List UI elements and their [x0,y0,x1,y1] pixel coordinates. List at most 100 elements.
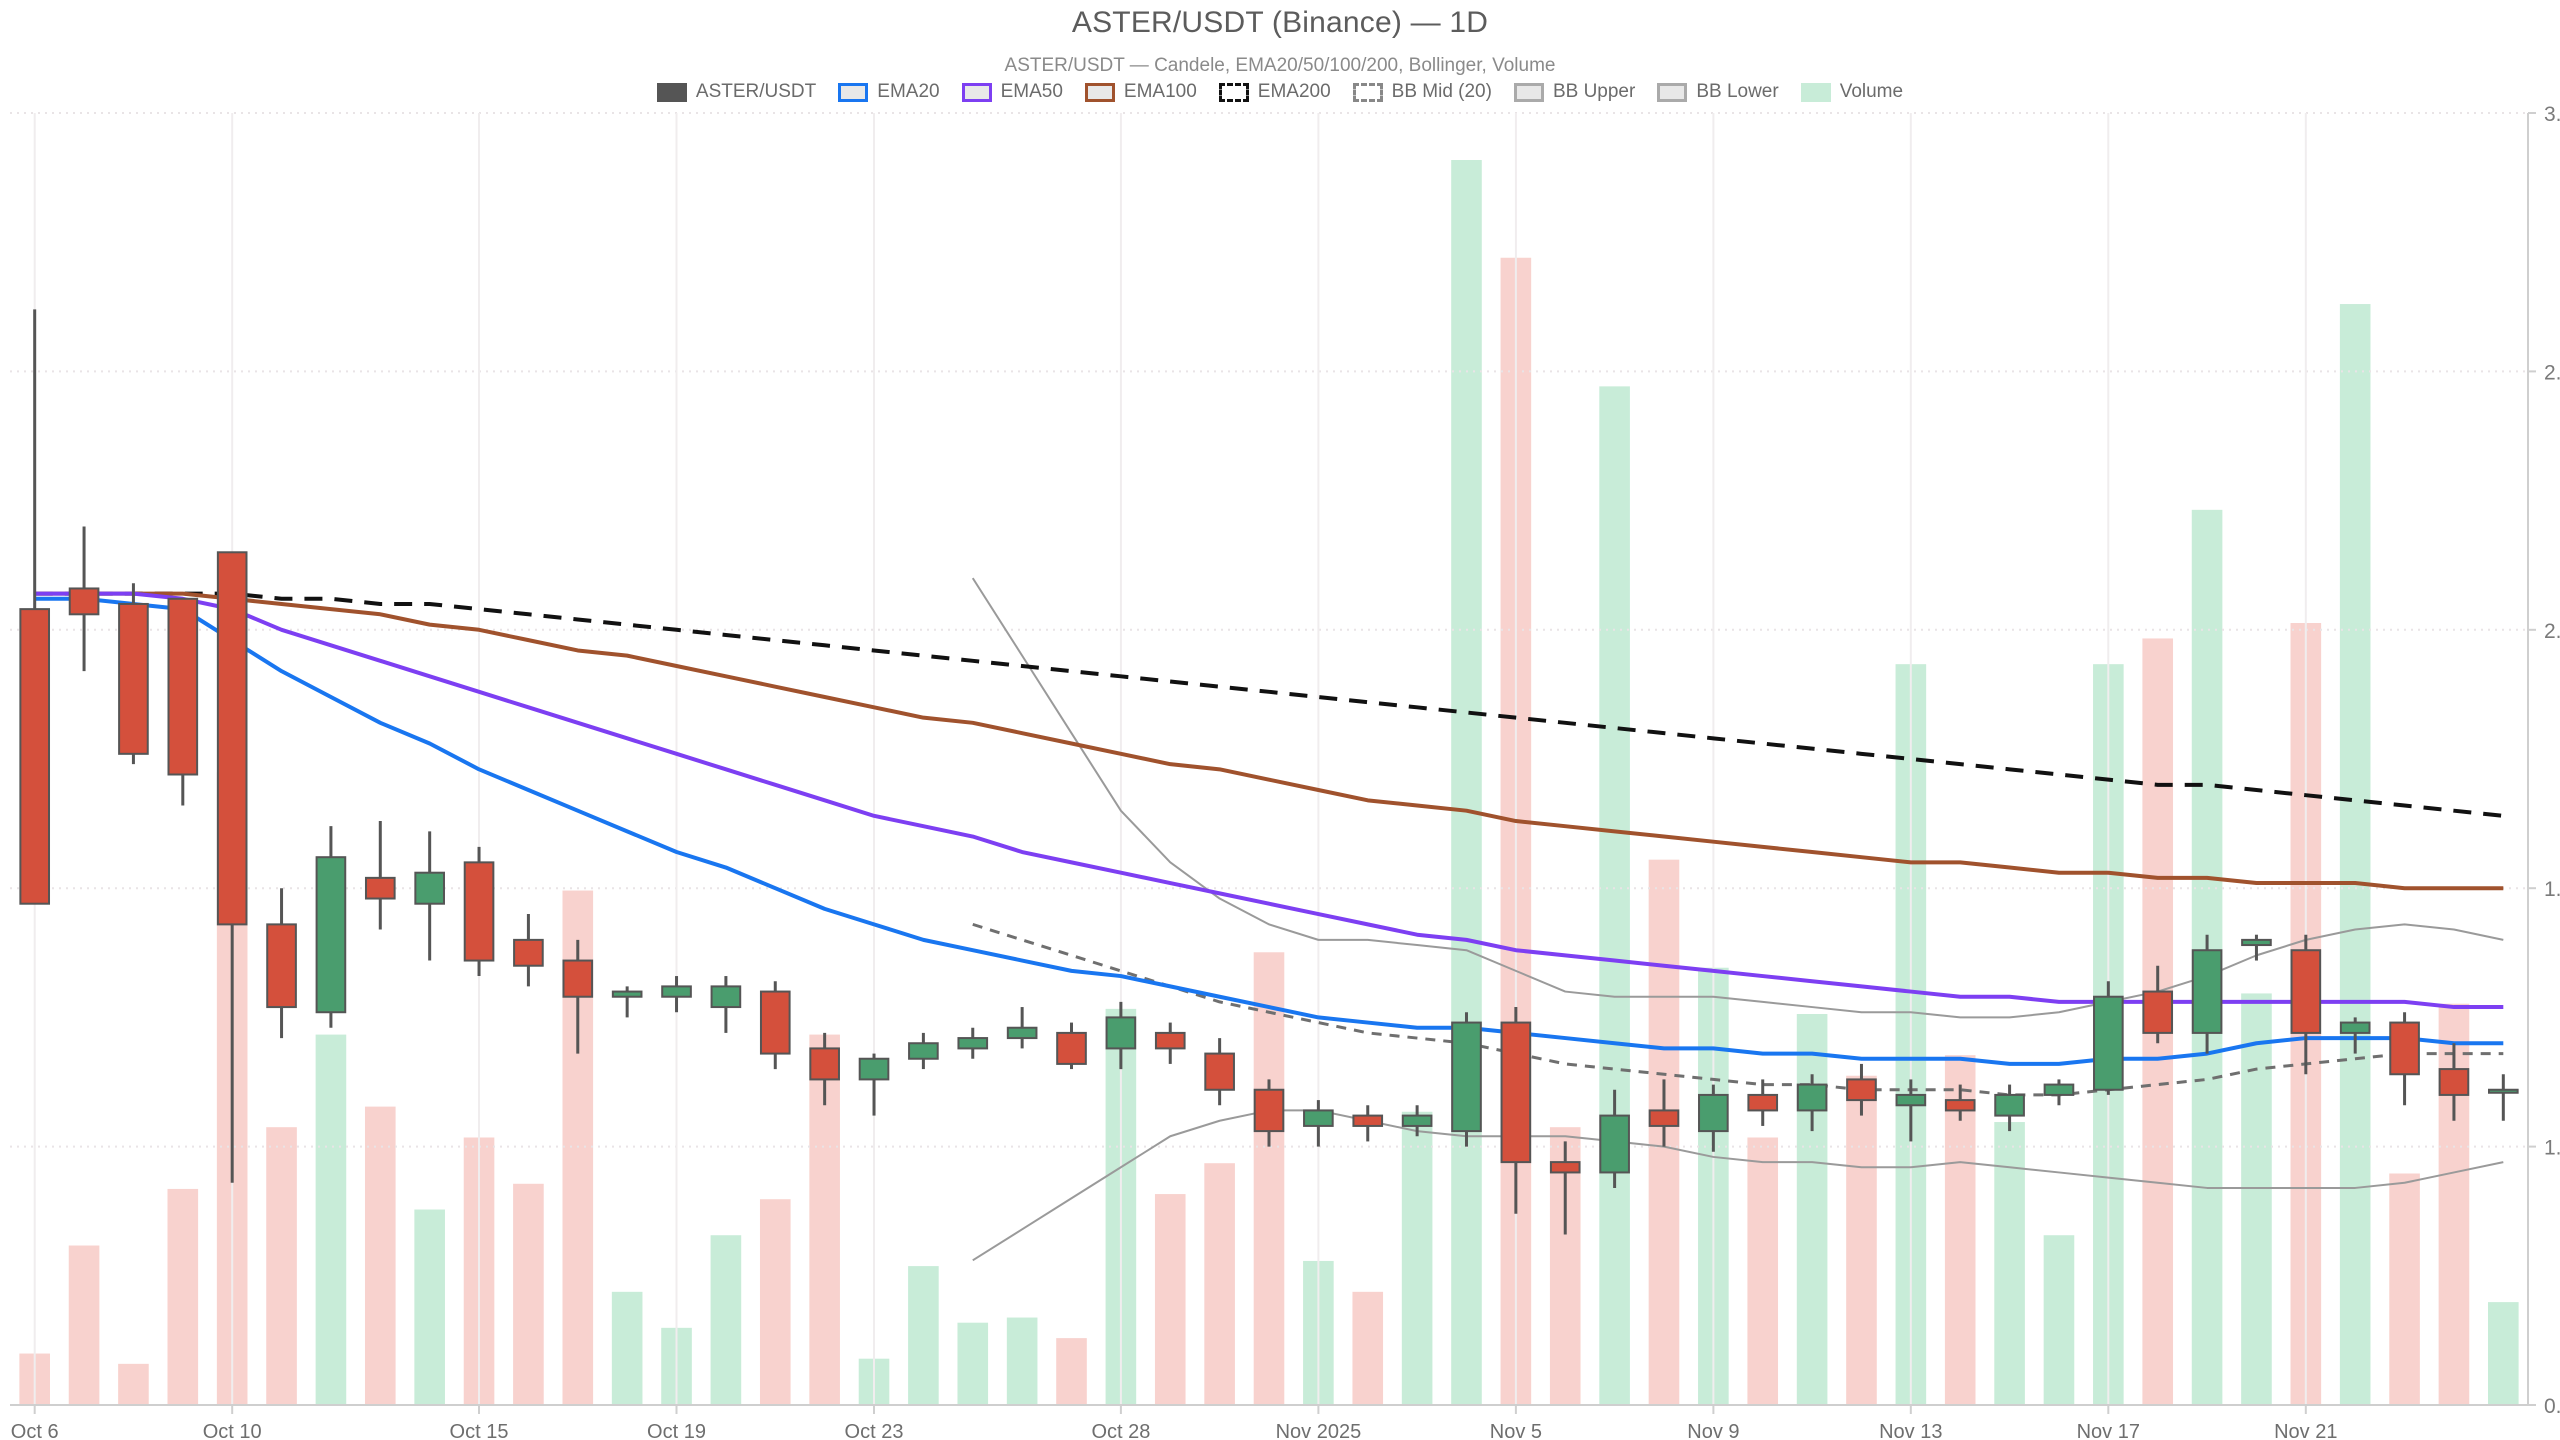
candle-body [1401,1114,1433,1127]
volume-bar [118,1363,149,1405]
y-axis-tick-label: 3.0 [2544,103,2560,126]
legend-item-bb-mid-20[interactable]: BB Mid (20) [1352,81,1492,103]
volume-bar [710,1235,742,1405]
volume-bar [1747,1137,1779,1405]
candle-body [1599,1114,1630,1174]
volume-bar [1994,1122,2025,1405]
legend-swatch-icon [961,82,992,102]
page-title: ASTER/USDT (Binance) — 1D [1071,6,1489,39]
candle-body [562,959,594,998]
legend-item-bb-upper[interactable]: BB Upper [1513,81,1636,103]
candle-body [1994,1093,2025,1117]
x-axis-tick-label: Nov 9 [1687,1421,1739,1440]
candle-body [2488,1088,2519,1094]
candles-group [19,309,2519,1235]
candle-body [19,608,51,905]
volume-bar [1599,386,1630,1405]
legend-item-volume[interactable]: Volume [1800,81,1904,103]
series-line-bb-upper [971,577,2504,1019]
x-axis-tick-label: Oct 6 [11,1421,59,1440]
candle-body [1006,1026,1038,1040]
volume-bar [315,1034,347,1405]
volume-bar [2488,1302,2519,1405]
candle-body [315,856,347,1014]
legend-item-label: EMA200 [1257,81,1331,102]
x-axis-tick-label: Oct 19 [647,1421,706,1440]
candle-body [759,990,791,1055]
volume-bar [1056,1338,1087,1405]
legend-swatch-icon [1800,82,1831,102]
x-axis-tick-label: Nov 21 [2274,1421,2337,1440]
volume-bar [1253,952,1285,1405]
y-axis-tick-label: 2.0 [2544,620,2560,643]
candle-body [858,1057,890,1081]
candle-body [1352,1114,1384,1127]
legend-item-ema100[interactable]: EMA100 [1084,81,1197,103]
volume-bar [611,1291,643,1405]
volume-bar [1006,1317,1038,1405]
volume-bar [167,1188,199,1405]
indicator-lines-group [34,577,2504,1262]
legend-item-label: BB Upper [1552,81,1636,102]
candle-body [216,551,248,926]
legend-item-label: Volume [1839,81,1904,102]
candle-body [2339,1021,2371,1034]
candle-body [118,602,149,755]
chart-subtitle: ASTER/USDT — Candele, EMA20/50/100/200, … [1004,55,1556,76]
series-line-ema50 [34,591,2504,1010]
candle-body [957,1037,989,1050]
candle-body [1303,1109,1334,1127]
candle-body [1944,1099,1976,1112]
volume-bar [759,1199,791,1405]
y-axis-tick-label: 0.5 [2544,1395,2560,1418]
legend-item-bb-lower[interactable]: BB Lower [1657,81,1779,103]
volume-bar [1451,160,1482,1405]
legend-item-ema20[interactable]: EMA20 [838,81,940,103]
y-axis-tick-label: 1.5 [2544,878,2560,901]
candle-body [513,938,544,967]
candle-body [2191,949,2223,1034]
candle-body [661,985,692,998]
volume-bar [957,1322,989,1405]
legend-item-aster-usdt[interactable]: ASTER/USDT [656,81,816,103]
candle-body [1056,1031,1087,1065]
candle-body [611,990,643,998]
legend-item-ema50[interactable]: EMA50 [961,81,1063,103]
series-line-ema100 [34,591,2504,891]
legend-swatch-icon [1352,82,1383,102]
legend-swatch-icon [656,82,687,102]
volume-bar [414,1209,445,1405]
candle-body [2438,1068,2470,1096]
candle-body [1846,1078,1877,1102]
y-axis-tick-label: 2.5 [2544,361,2560,384]
candle-body [1747,1093,1779,1112]
candle-body [1549,1161,1581,1174]
x-axis-tick-label: Nov 17 [2077,1421,2140,1440]
volume-bar [364,1106,396,1405]
legend-item-label: EMA100 [1123,81,1197,102]
candle-body [1154,1031,1186,1050]
candle-body [1451,1021,1482,1133]
series-line-bb-mid-20 [972,922,2504,1097]
candle-body [2290,949,2322,1034]
axes-group: 3.0 2.5 2.0 1.5 1.0 0.5 Oct 6 Oct 10 Oct 15 Oct 1… [10,103,2560,1440]
volume-bar [2043,1235,2075,1405]
volume-bar [1352,1291,1384,1405]
candle-body [2142,990,2174,1034]
legend-swatch-icon [1513,82,1544,102]
candle-body [1648,1109,1680,1127]
legend-swatch-icon [1218,82,1249,102]
series-line-ema20 [34,596,2504,1066]
candle-body [710,985,742,1009]
candle-body [1253,1088,1285,1133]
x-axis-tick-label: Oct 15 [450,1421,509,1440]
candle-body [2093,995,2124,1091]
volume-bar [266,1127,297,1405]
legend-item-ema200[interactable]: EMA200 [1218,81,1331,103]
volume-bar [1401,1111,1433,1405]
x-axis-tick-label: Oct 10 [203,1421,262,1440]
volume-bars-group [19,160,2519,1406]
candle-body [167,597,199,776]
